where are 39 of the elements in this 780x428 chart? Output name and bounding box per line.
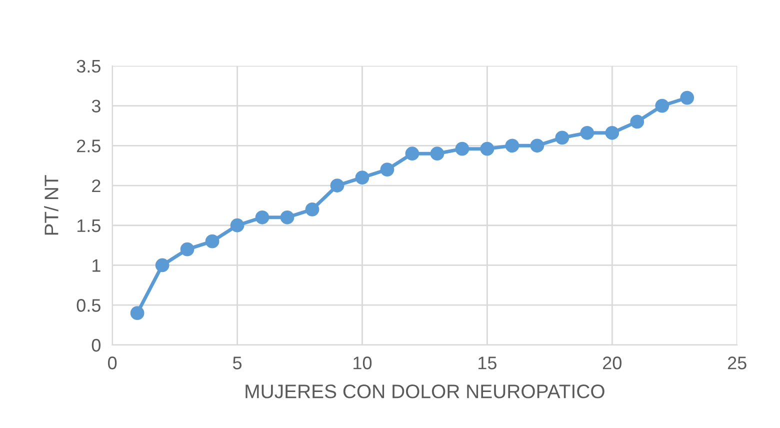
point [180,242,194,256]
x-axis-title: MUJERES CON DOLOR NEUROPATICO [246,384,604,398]
point [505,138,520,153]
point [530,138,544,153]
point [405,146,420,161]
y-tick-label: 2 [92,179,100,192]
x-tick-label: 5 [232,356,242,370]
y-tick-label: 0.5 [76,299,100,312]
x-tick-label: 0 [108,356,117,370]
point [580,126,594,140]
y-tick-label: 3 [92,100,100,112]
y-tick-label: 1.5 [77,219,100,232]
point [255,210,270,224]
point [330,178,344,192]
point [230,218,244,232]
y-tick-label: 3.5 [76,60,100,73]
point [680,90,694,105]
point [155,258,170,272]
y-tick-label: 0 [92,338,101,352]
point [305,202,320,216]
x-tick-label: 10 [354,356,372,370]
point [630,114,644,129]
x-tick-label: 20 [603,356,622,370]
point [205,234,220,248]
point [455,142,470,156]
x-tick-label: 15 [478,356,496,370]
y-axis-title: PT/ NT [44,175,58,235]
point [355,170,370,184]
point [130,306,144,320]
x-tick-label: 25 [728,356,746,370]
point [655,98,670,113]
point [280,210,294,224]
point [380,162,394,177]
y-tick-label: 1 [92,259,100,272]
point [430,146,444,161]
point [480,142,494,156]
point [605,126,620,140]
point [555,130,570,145]
y-tick-label: 2.5 [77,140,100,152]
